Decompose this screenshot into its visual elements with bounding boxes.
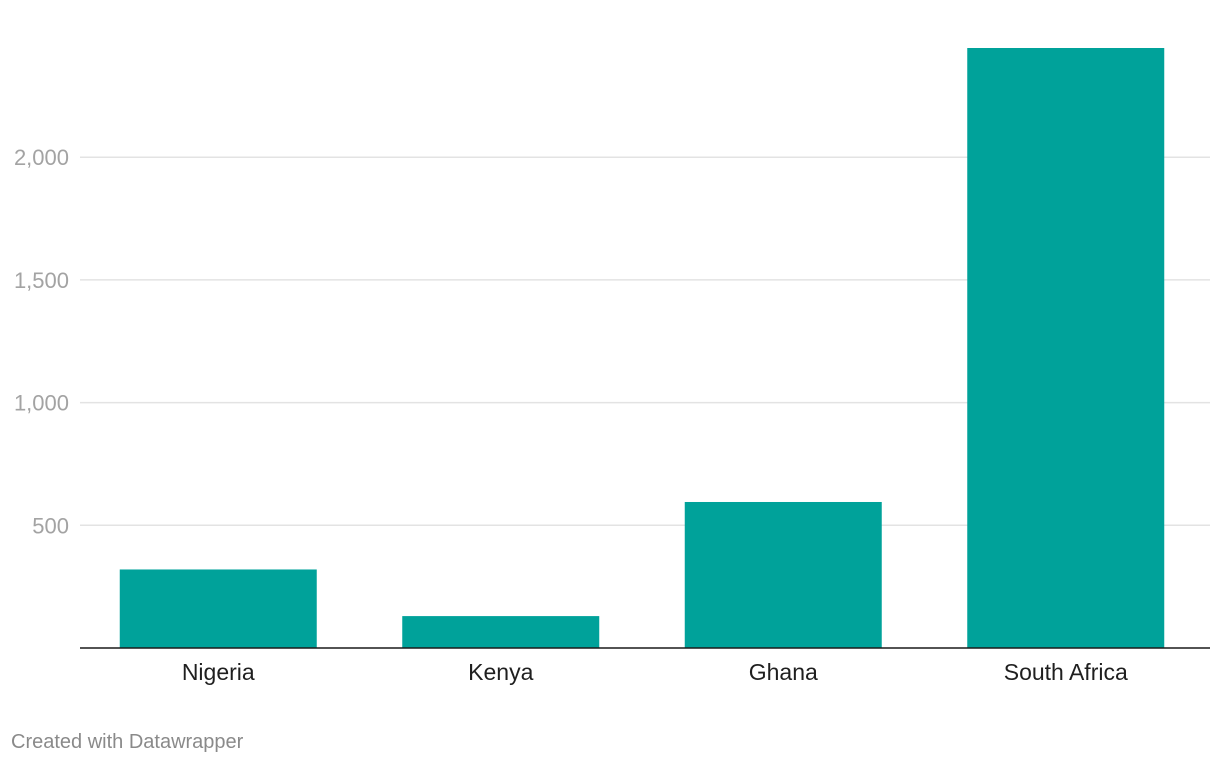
bar-kenya[interactable] xyxy=(402,616,600,648)
bar-chart: 500 1,000 1,500 2,000 Nigeria Kenya Ghana Sout… xyxy=(14,48,1210,685)
x-tick-label: Kenya xyxy=(468,659,533,685)
x-tick-label: Ghana xyxy=(749,659,818,685)
y-tick-label: 500 xyxy=(32,513,69,538)
x-tick-label: South Africa xyxy=(1004,659,1128,685)
datawrapper-credit-link[interactable]: Created with Datawrapper xyxy=(11,731,244,753)
bar-south-africa[interactable] xyxy=(967,48,1165,648)
y-tick-label: 2,000 xyxy=(14,145,69,170)
bar-ghana[interactable] xyxy=(684,501,882,648)
x-tick-label: Nigeria xyxy=(182,659,255,685)
bar-nigeria[interactable] xyxy=(119,569,317,648)
bars xyxy=(119,48,1165,648)
y-tick-label: 1,000 xyxy=(14,391,69,416)
y-tick-label: 1,500 xyxy=(14,268,69,293)
x-axis: Nigeria Kenya Ghana South Africa xyxy=(182,659,1128,685)
y-axis: 500 1,000 1,500 2,000 xyxy=(14,145,69,538)
